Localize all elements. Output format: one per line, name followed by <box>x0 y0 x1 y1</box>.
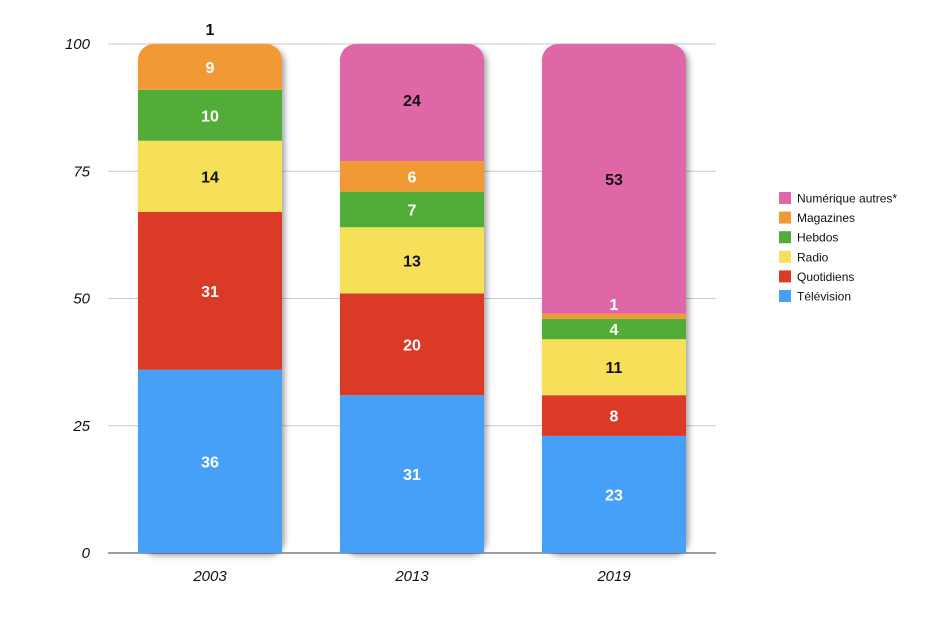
bar-segment <box>340 191 484 228</box>
legend-label: Télévision <box>797 290 851 304</box>
data-label: 11 <box>606 360 623 377</box>
data-label: 7 <box>408 202 417 219</box>
bar-segment <box>542 339 686 396</box>
legend-swatch <box>779 211 791 224</box>
legend-label: Quotidiens <box>797 270 854 284</box>
data-label: 24 <box>403 93 421 110</box>
legend-label: Hebdos <box>797 231 838 245</box>
bar-segment <box>542 313 686 319</box>
data-label: 13 <box>403 253 421 270</box>
legend: Numérique autres* Magazines Hebdos Radio Quo… <box>779 192 897 304</box>
y-tick-label: 50 <box>73 291 90 308</box>
bar-segment <box>138 140 282 212</box>
data-label: 6 <box>408 169 417 186</box>
legend-swatch <box>779 192 791 204</box>
bar-segment <box>340 395 484 553</box>
legend-swatch <box>779 290 791 302</box>
legend-label: Magazines <box>797 211 855 225</box>
legend-swatch <box>779 231 791 244</box>
legend-label: Radio <box>797 250 829 264</box>
data-label: 20 <box>403 337 421 354</box>
x-tick-label: 2003 <box>192 568 227 585</box>
bars: 36 31 14 10 9 1 31 20 13 7 6 24 23 8 11 4 1 53 <box>138 22 686 553</box>
bar-segment <box>340 161 484 192</box>
bar-segment <box>138 211 282 370</box>
y-tick-label: 25 <box>72 418 90 435</box>
y-tick-label: 100 <box>65 36 91 53</box>
data-label: 53 <box>605 172 623 189</box>
bar-segment <box>542 44 686 314</box>
bar-segment <box>340 227 484 294</box>
data-label: 36 <box>201 454 219 471</box>
legend-swatch <box>779 250 791 263</box>
bar-segment <box>340 44 484 162</box>
bar-segment <box>138 369 282 553</box>
data-label: 8 <box>610 409 619 426</box>
data-label: 23 <box>605 487 623 504</box>
data-label: 9 <box>206 60 215 77</box>
data-label: 31 <box>403 467 421 484</box>
bar-stack-2019: 23 8 11 4 1 53 <box>542 44 686 553</box>
legend-swatch <box>779 270 791 283</box>
x-tick-label: 2013 <box>394 568 429 585</box>
bar-segment <box>542 435 686 553</box>
y-tick-label: 0 <box>82 545 91 562</box>
bar-stack-2013: 31 20 13 7 6 24 <box>340 44 484 553</box>
x-tick-label: 2019 <box>596 568 631 585</box>
bar-segment <box>138 89 282 141</box>
data-label: 31 <box>201 284 219 301</box>
x-axis: 2003 2013 2019 <box>192 568 631 585</box>
bar-segment <box>138 39 282 44</box>
bar-segment <box>340 293 484 396</box>
data-label: 14 <box>201 169 219 186</box>
bar-segment <box>542 395 686 436</box>
y-tick-label: 75 <box>73 163 90 180</box>
bar-segment <box>138 44 282 90</box>
data-label: 4 <box>610 322 619 339</box>
y-axis: 0 25 50 75 100 <box>65 36 91 562</box>
bar-segment <box>542 318 686 340</box>
data-label: 1 <box>610 297 619 314</box>
data-label: 10 <box>201 108 219 125</box>
data-label: 1 <box>206 22 215 39</box>
legend-label: Numérique autres* <box>797 192 897 206</box>
bar-stack-2003: 36 31 14 10 9 1 <box>138 22 282 553</box>
